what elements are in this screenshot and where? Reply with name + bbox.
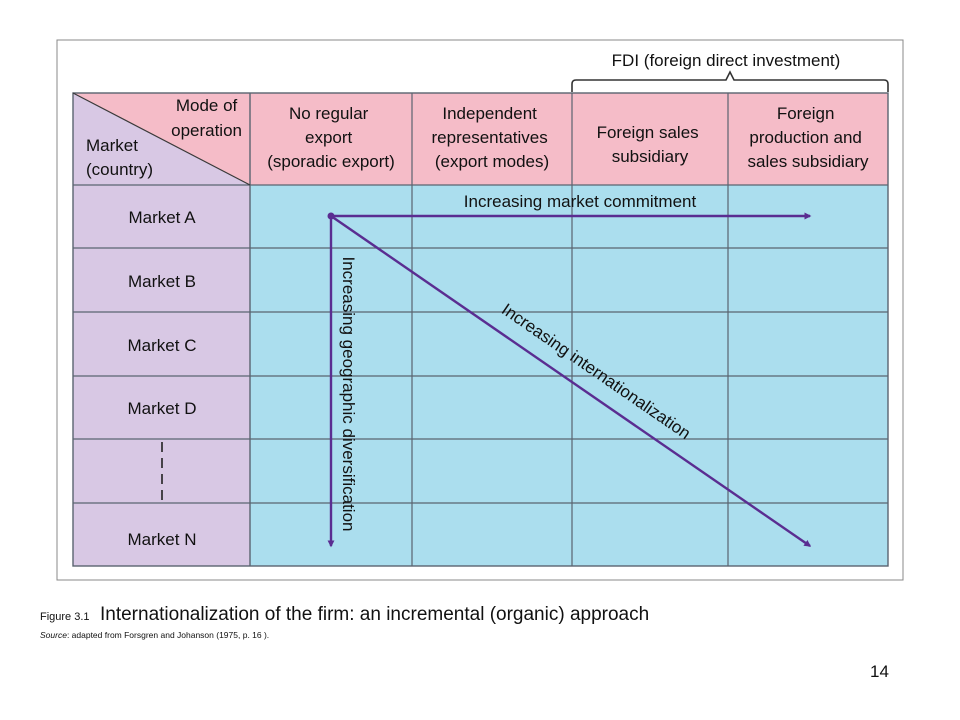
figure-number: Figure 3.1: [40, 611, 90, 623]
column-header-line: export: [305, 128, 353, 147]
column-header-line: sales subsidiary: [748, 152, 869, 171]
figure-caption: Figure 3.1 Internationalization of the f…: [40, 604, 649, 626]
column-header-line: Foreign: [777, 104, 835, 123]
figure-title: Internationalization of the firm: an inc…: [99, 604, 650, 625]
source-text: : adapted from Forsgren and Johanson (19…: [66, 630, 270, 640]
fdi-label: FDI (foreign direct investment): [612, 51, 841, 70]
corner-market-label: Market (country): [86, 136, 153, 179]
column-header-foreign-production: Foreign production and sales subsidiary: [748, 104, 869, 171]
column-header-line: (sporadic export): [267, 152, 395, 171]
grid-lines: [73, 93, 888, 566]
corner-mode-line-2: operation: [171, 121, 242, 140]
geographic-diversification-label: Increasing geographic diversification: [339, 257, 358, 532]
column-header-line: No regular: [289, 104, 369, 123]
row-label-market-d: Market D: [128, 399, 197, 418]
column-header-line: production and: [749, 128, 861, 147]
market-commitment-label: Increasing market commitment: [464, 192, 697, 211]
row-label-market-c: Market C: [128, 336, 197, 355]
column-header-line: Foreign sales: [597, 123, 699, 142]
figure-source: Source: adapted from Forsgren and Johans…: [40, 630, 269, 640]
header-row: [250, 93, 888, 185]
column-header-independent-representatives: Independent representatives (export mode…: [432, 104, 553, 171]
corner-market-line-1: Market: [86, 136, 138, 155]
column-header-line: representatives: [432, 128, 548, 147]
page-number: 14: [870, 662, 889, 681]
corner-mode-line-1: Mode of: [176, 96, 238, 115]
source-label: Source: [40, 630, 67, 640]
table-border: [72, 92, 889, 567]
corner-diagonal: [72, 92, 251, 186]
fdi-bracket: [571, 70, 889, 92]
corner-market-line-2: (country): [86, 160, 153, 179]
row-label-market-b: Market B: [128, 272, 196, 291]
column-header-line: (export modes): [435, 152, 549, 171]
internationalization-arrow: [330, 215, 812, 547]
column-header-line: Independent: [442, 104, 537, 123]
column-header-no-regular-export: No regular export (sporadic export): [267, 104, 395, 171]
column-header-line: subsidiary: [612, 147, 689, 166]
corner-mode-label: Mode of operation: [171, 96, 242, 140]
column-header-foreign-sales-subsidiary: Foreign sales subsidiary: [597, 123, 704, 166]
row-label-market-n: Market N: [128, 530, 197, 549]
row-label-market-a: Market A: [128, 208, 196, 227]
